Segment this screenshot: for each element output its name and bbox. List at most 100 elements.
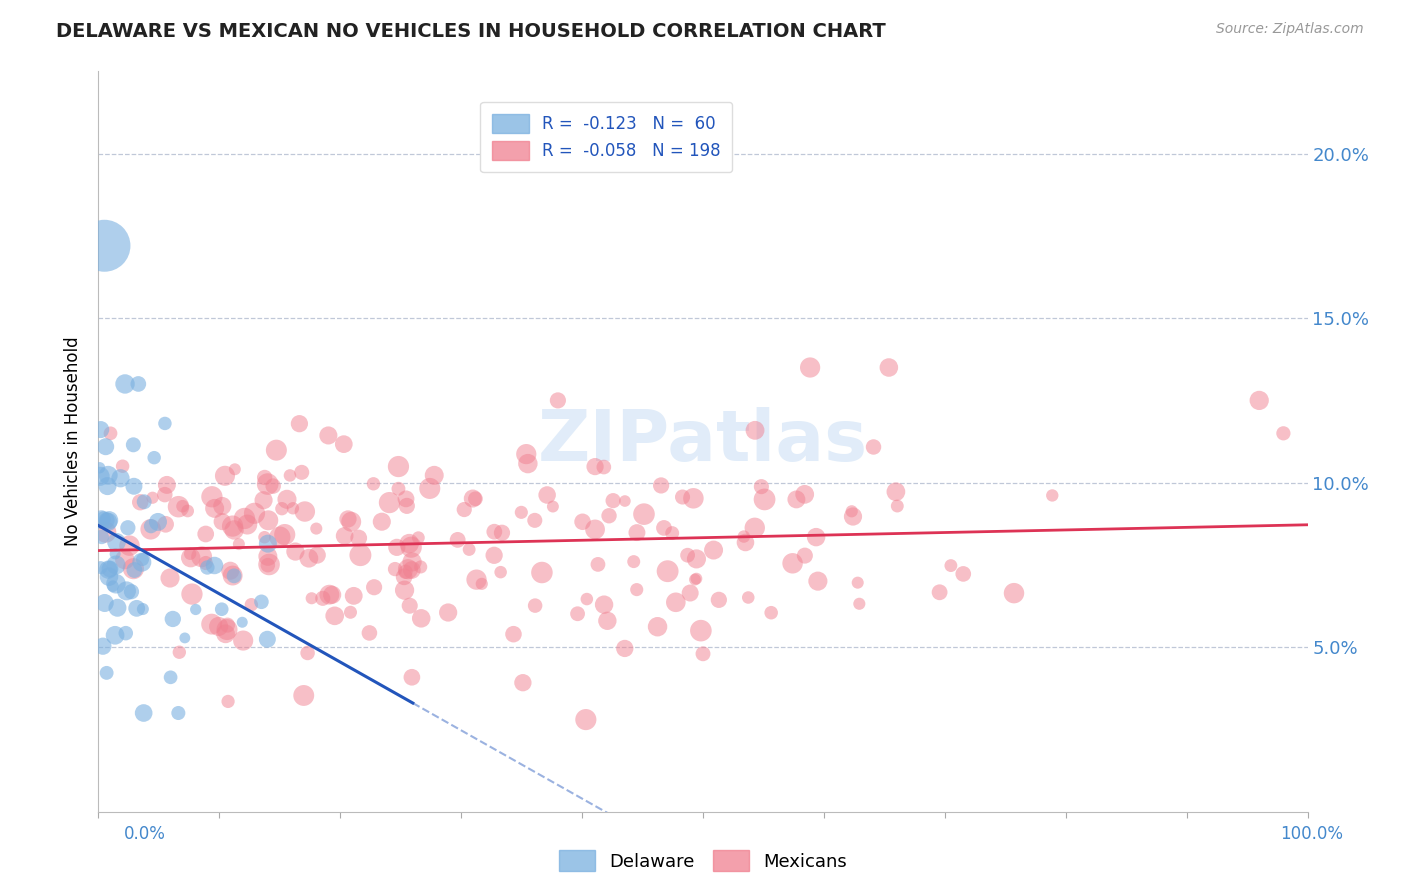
Point: [395, 499, 418, 513]
Point: [121, 584, 143, 599]
Point: [96, 665, 118, 680]
Point: [156, 478, 179, 492]
Point: [117, 521, 139, 535]
Point: [392, 570, 415, 584]
Point: [671, 490, 693, 504]
Point: [114, 376, 136, 391]
Point: [541, 500, 564, 514]
Point: [215, 623, 238, 637]
Point: [387, 482, 409, 496]
Point: [201, 617, 224, 632]
Point: [633, 507, 655, 521]
Point: [689, 624, 711, 638]
Point: [877, 360, 900, 375]
Point: [252, 493, 274, 508]
Point: [167, 706, 190, 720]
Point: [292, 689, 315, 703]
Point: [172, 499, 194, 513]
Point: [886, 499, 908, 513]
Point: [224, 523, 246, 537]
Point: [793, 549, 815, 563]
Point: [707, 592, 730, 607]
Point: [131, 552, 153, 566]
Point: [155, 517, 177, 532]
Point: [159, 571, 181, 585]
Point: [423, 468, 446, 483]
Point: [93, 511, 115, 525]
Point: [96, 513, 118, 527]
Point: [384, 562, 406, 576]
Point: [626, 582, 648, 597]
Point: [682, 491, 704, 506]
Point: [104, 558, 127, 572]
Point: [269, 530, 291, 544]
Point: [281, 501, 304, 516]
Point: [683, 573, 706, 587]
Point: [153, 417, 176, 431]
Point: [575, 592, 598, 607]
Point: [685, 572, 707, 586]
Point: [394, 583, 416, 598]
Point: [862, 440, 884, 454]
Text: 100.0%: 100.0%: [1279, 825, 1343, 843]
Point: [181, 587, 204, 601]
Point: [530, 566, 553, 580]
Point: [288, 417, 311, 431]
Point: [204, 501, 226, 516]
Point: [232, 633, 254, 648]
Point: [97, 468, 120, 483]
Point: [318, 428, 340, 442]
Point: [97, 515, 120, 529]
Point: [759, 606, 782, 620]
Point: [785, 492, 807, 507]
Point: [371, 515, 394, 529]
Point: [257, 558, 280, 573]
Point: [98, 562, 121, 576]
Point: [347, 531, 370, 545]
Point: [298, 551, 321, 566]
Point: [217, 618, 239, 632]
Point: [219, 564, 242, 578]
Point: [129, 495, 152, 509]
Point: [146, 515, 169, 529]
Point: [211, 602, 233, 616]
Point: [807, 574, 830, 588]
Point: [1002, 586, 1025, 600]
Point: [613, 641, 636, 656]
Text: 0.0%: 0.0%: [124, 825, 166, 843]
Point: [484, 524, 506, 539]
Point: [394, 565, 416, 579]
Point: [804, 530, 827, 544]
Point: [323, 608, 346, 623]
Point: [340, 515, 363, 529]
Point: [221, 568, 243, 582]
Point: [266, 443, 288, 458]
Point: [524, 599, 547, 613]
Text: ZIPatlas: ZIPatlas: [538, 407, 868, 476]
Point: [139, 519, 162, 533]
Point: [253, 530, 276, 544]
Point: [124, 563, 146, 577]
Point: [401, 555, 423, 569]
Point: [256, 632, 278, 647]
Point: [458, 542, 481, 557]
Point: [214, 627, 236, 641]
Point: [321, 588, 343, 602]
Point: [278, 468, 301, 483]
Point: [211, 515, 233, 529]
Point: [665, 595, 688, 609]
Point: [104, 628, 127, 642]
Point: [104, 576, 127, 591]
Point: [89, 469, 111, 483]
Point: [398, 536, 420, 550]
Point: [647, 620, 669, 634]
Point: [349, 548, 371, 562]
Legend: Delaware, Mexicans: Delaware, Mexicans: [551, 843, 855, 879]
Point: [744, 423, 766, 437]
Point: [262, 479, 284, 493]
Point: [222, 569, 245, 583]
Point: [132, 602, 155, 616]
Point: [401, 563, 423, 577]
Point: [131, 555, 153, 569]
Point: [571, 515, 593, 529]
